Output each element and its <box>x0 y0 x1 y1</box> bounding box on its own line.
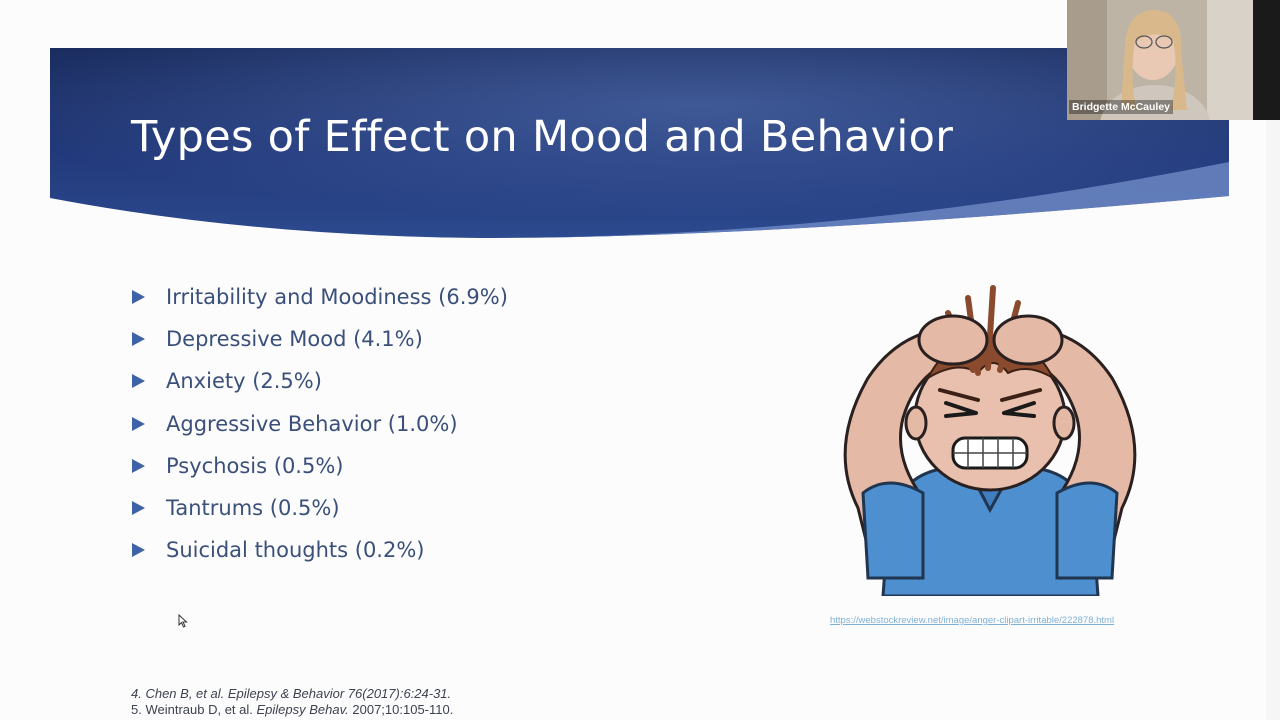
participant-name: Bridgette McCauley <box>1069 100 1174 114</box>
citation-prefix: 4. Chen B, et al. <box>131 686 228 701</box>
bullet-list: Irritability and Moodiness (6.9%) Depres… <box>132 276 508 571</box>
list-item: Suicidal thoughts (0.2%) <box>132 529 508 571</box>
list-item: Aggressive Behavior (1.0%) <box>132 403 508 445</box>
bullet-text: Irritability and Moodiness (6.9%) <box>166 285 508 310</box>
triangle-right-icon <box>132 543 145 558</box>
citation-4: 4. Chen B, et al. Epilepsy & Behavior 76… <box>131 686 453 702</box>
video-edge <box>1253 0 1280 120</box>
frustrated-boy-illustration <box>828 278 1152 598</box>
right-edge <box>1266 0 1280 720</box>
citation-journal: Epilepsy & Behavior 76(2017):6:24-31. <box>227 686 452 701</box>
triangle-right-icon <box>132 501 145 516</box>
image-source-link[interactable]: https://webstockreview.net/image/anger-c… <box>830 615 1115 626</box>
list-item: Psychosis (0.5%) <box>132 445 508 487</box>
bullet-text: Suicidal thoughts (0.2%) <box>166 538 425 563</box>
list-item: Depressive Mood (4.1%) <box>132 318 508 360</box>
citation-5: 5. Weintraub D, et al. Epilepsy Behav. 2… <box>131 702 453 718</box>
triangle-right-icon <box>132 332 145 347</box>
list-item: Tantrums (0.5%) <box>132 487 508 529</box>
citation-prefix: 5. Weintraub D, et al. <box>131 702 257 717</box>
list-item: Anxiety (2.5%) <box>132 360 508 402</box>
bullet-text: Anxiety (2.5%) <box>166 369 322 394</box>
citations: 4. Chen B, et al. Epilepsy & Behavior 76… <box>131 686 453 718</box>
bullet-text: Depressive Mood (4.1%) <box>166 327 423 352</box>
citation-journal: Epilepsy Behav. <box>256 702 349 717</box>
bullet-text: Tantrums (0.5%) <box>166 496 340 521</box>
list-item: Irritability and Moodiness (6.9%) <box>132 276 508 318</box>
title-banner <box>50 48 1229 240</box>
triangle-right-icon <box>132 290 145 305</box>
triangle-right-icon <box>132 374 145 389</box>
triangle-right-icon <box>132 458 145 473</box>
participant-video[interactable]: Bridgette McCauley <box>1067 0 1253 120</box>
mouse-pointer-icon <box>178 613 188 633</box>
slide-title: Types of Effect on Mood and Behavior <box>131 112 954 162</box>
triangle-right-icon <box>132 416 145 431</box>
bullet-text: Aggressive Behavior (1.0%) <box>166 411 458 436</box>
citation-suffix: 2007;10:105-110. <box>348 702 454 717</box>
bullet-text: Psychosis (0.5%) <box>166 453 344 478</box>
